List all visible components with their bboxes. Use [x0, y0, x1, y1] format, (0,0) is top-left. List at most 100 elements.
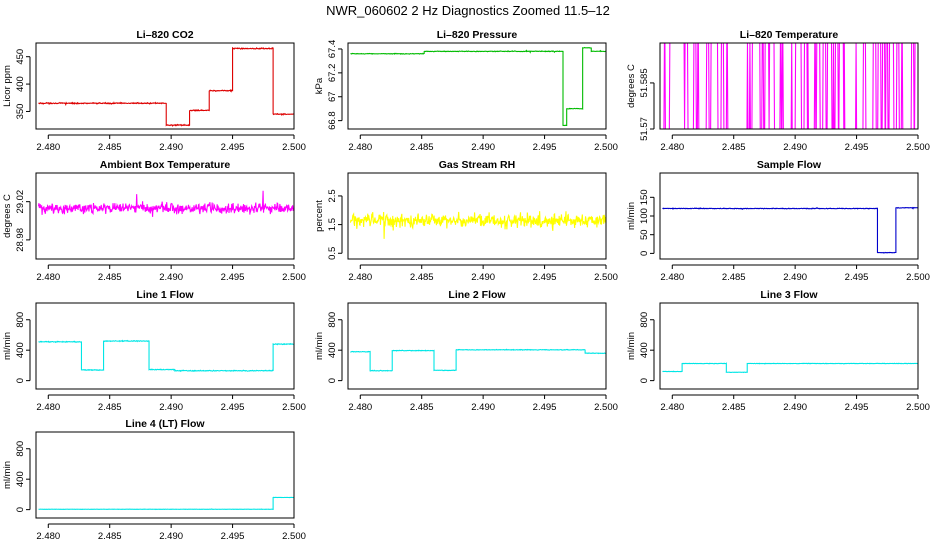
x-tick-label: 2.490	[471, 402, 495, 413]
series-line	[38, 339, 294, 373]
y-tick-label: 400	[639, 342, 650, 358]
y-axis-label: ml/min	[2, 332, 13, 360]
x-tick-label: 2.490	[159, 142, 183, 153]
x-tick-label: 2.495	[845, 142, 869, 153]
x-tick-label: 2.485	[722, 272, 746, 283]
figure-title: NWR_060602 2 Hz Diagnostics Zoomed 11.5–…	[326, 3, 610, 18]
y-tick-label: 450	[15, 49, 26, 65]
y-tick-label: 50	[639, 229, 650, 240]
y-tick-label: 67	[327, 91, 338, 102]
chart-panel: Line 3 Flow 2.480 2.485 2.490 2.495 2.500 0 400…	[626, 289, 930, 413]
x-tick-label: 2.485	[98, 402, 122, 413]
plot-frame	[659, 42, 919, 130]
x-tick-label: 2.495	[221, 402, 245, 413]
chart-panel: Line 2 Flow 2.480 2.485 2.490 2.495 2.500 0 400…	[314, 289, 618, 413]
x-tick-label: 2.485	[410, 402, 434, 413]
y-tick-label: 100	[639, 208, 650, 224]
chart-panel: Li–820 CO2 2.480 2.485 2.490 2.495 2.500 350 40…	[2, 29, 306, 153]
chart-title: Line 4 (LT) Flow	[125, 418, 205, 430]
x-tick-label: 2.480	[36, 142, 60, 153]
x-tick-label: 2.490	[159, 272, 183, 283]
y-tick-label: 28.98	[15, 228, 26, 252]
chart-title: Ambient Box Temperature	[100, 159, 231, 171]
x-tick-label: 2.495	[533, 402, 557, 413]
x-tick-label: 2.495	[845, 272, 869, 283]
x-tick-label: 2.500	[906, 142, 930, 153]
x-tick-label: 2.495	[845, 402, 869, 413]
series-line	[662, 206, 918, 254]
y-tick-label: 51.585	[639, 68, 650, 97]
x-tick-label: 2.485	[722, 402, 746, 413]
x-tick-label: 2.490	[159, 402, 183, 413]
x-tick-label: 2.500	[594, 402, 618, 413]
x-tick-label: 2.500	[282, 272, 306, 283]
chart-title: Line 3 Flow	[760, 289, 818, 301]
y-tick-label: 800	[639, 312, 650, 328]
x-tick-label: 2.485	[98, 531, 122, 540]
panels-container: Li–820 CO2 2.480 2.485 2.490 2.495 2.500 350 40…	[2, 29, 930, 540]
y-axis-label: degrees C	[2, 194, 13, 238]
chart-title: Line 2 Flow	[448, 289, 506, 301]
y-tick-label: 800	[15, 441, 26, 457]
series-line	[350, 348, 606, 372]
plot-frame	[35, 302, 295, 390]
y-tick-label: 0	[639, 378, 650, 383]
x-tick-label: 2.490	[783, 272, 807, 283]
y-axis-label: kPa	[314, 77, 325, 94]
x-tick-label: 2.480	[36, 402, 60, 413]
chart-title: Li–820 CO2	[136, 29, 193, 41]
x-tick-label: 2.485	[98, 142, 122, 153]
y-tick-label: 66.8	[327, 111, 338, 130]
x-tick-label: 2.495	[533, 142, 557, 153]
y-tick-label: 51.57	[639, 117, 650, 141]
y-tick-label: 0	[327, 378, 338, 383]
x-tick-label: 2.490	[783, 142, 807, 153]
x-tick-label: 2.480	[348, 402, 372, 413]
series-line	[350, 46, 606, 127]
y-tick-label: 800	[327, 312, 338, 328]
x-tick-label: 2.500	[906, 272, 930, 283]
y-tick-label: 400	[15, 471, 26, 487]
x-tick-label: 2.490	[471, 272, 495, 283]
series-line	[37, 190, 294, 217]
y-tick-label: 400	[15, 342, 26, 358]
x-tick-label: 2.500	[282, 142, 306, 153]
plot-frame	[347, 42, 607, 130]
x-tick-label: 2.480	[348, 272, 372, 283]
chart-panel: Sample Flow 2.480 2.485 2.490 2.495 2.500 0 50 1…	[626, 159, 930, 283]
chart-title: Li–820 Pressure	[437, 29, 518, 41]
y-tick-label: 1.5	[327, 218, 338, 231]
x-tick-label: 2.485	[410, 272, 434, 283]
x-tick-label: 2.500	[594, 272, 618, 283]
x-tick-label: 2.495	[533, 272, 557, 283]
x-tick-label: 2.485	[722, 142, 746, 153]
plot-frame	[347, 302, 607, 390]
y-tick-label: 800	[15, 312, 26, 328]
x-tick-label: 2.500	[282, 402, 306, 413]
x-tick-label: 2.490	[159, 531, 183, 540]
y-tick-label: 0	[15, 378, 26, 383]
x-tick-label: 2.495	[221, 142, 245, 153]
x-tick-label: 2.485	[98, 272, 122, 283]
x-tick-label: 2.500	[282, 531, 306, 540]
y-axis-label: ml/min	[626, 332, 637, 360]
chart-title: Gas Stream RH	[439, 159, 515, 171]
y-tick-label: 67.4	[327, 40, 338, 59]
chart-title: Li–820 Temperature	[740, 29, 839, 41]
y-axis-label: ml/min	[2, 461, 13, 489]
plot-frame	[35, 172, 295, 260]
y-tick-label: 67.2	[327, 64, 338, 83]
chart-panel: Line 1 Flow 2.480 2.485 2.490 2.495 2.500 0 400…	[2, 289, 306, 413]
x-tick-label: 2.480	[660, 402, 684, 413]
plot-frame	[35, 42, 295, 130]
y-axis-label: Licor ppm	[2, 65, 13, 107]
x-tick-label: 2.500	[594, 142, 618, 153]
chart-title: Line 1 Flow	[136, 289, 194, 301]
x-tick-label: 2.480	[660, 142, 684, 153]
x-tick-label: 2.495	[221, 531, 245, 540]
y-tick-label: 350	[15, 104, 26, 120]
series-line	[38, 496, 294, 511]
x-tick-label: 2.495	[221, 272, 245, 283]
series-line	[662, 362, 918, 374]
